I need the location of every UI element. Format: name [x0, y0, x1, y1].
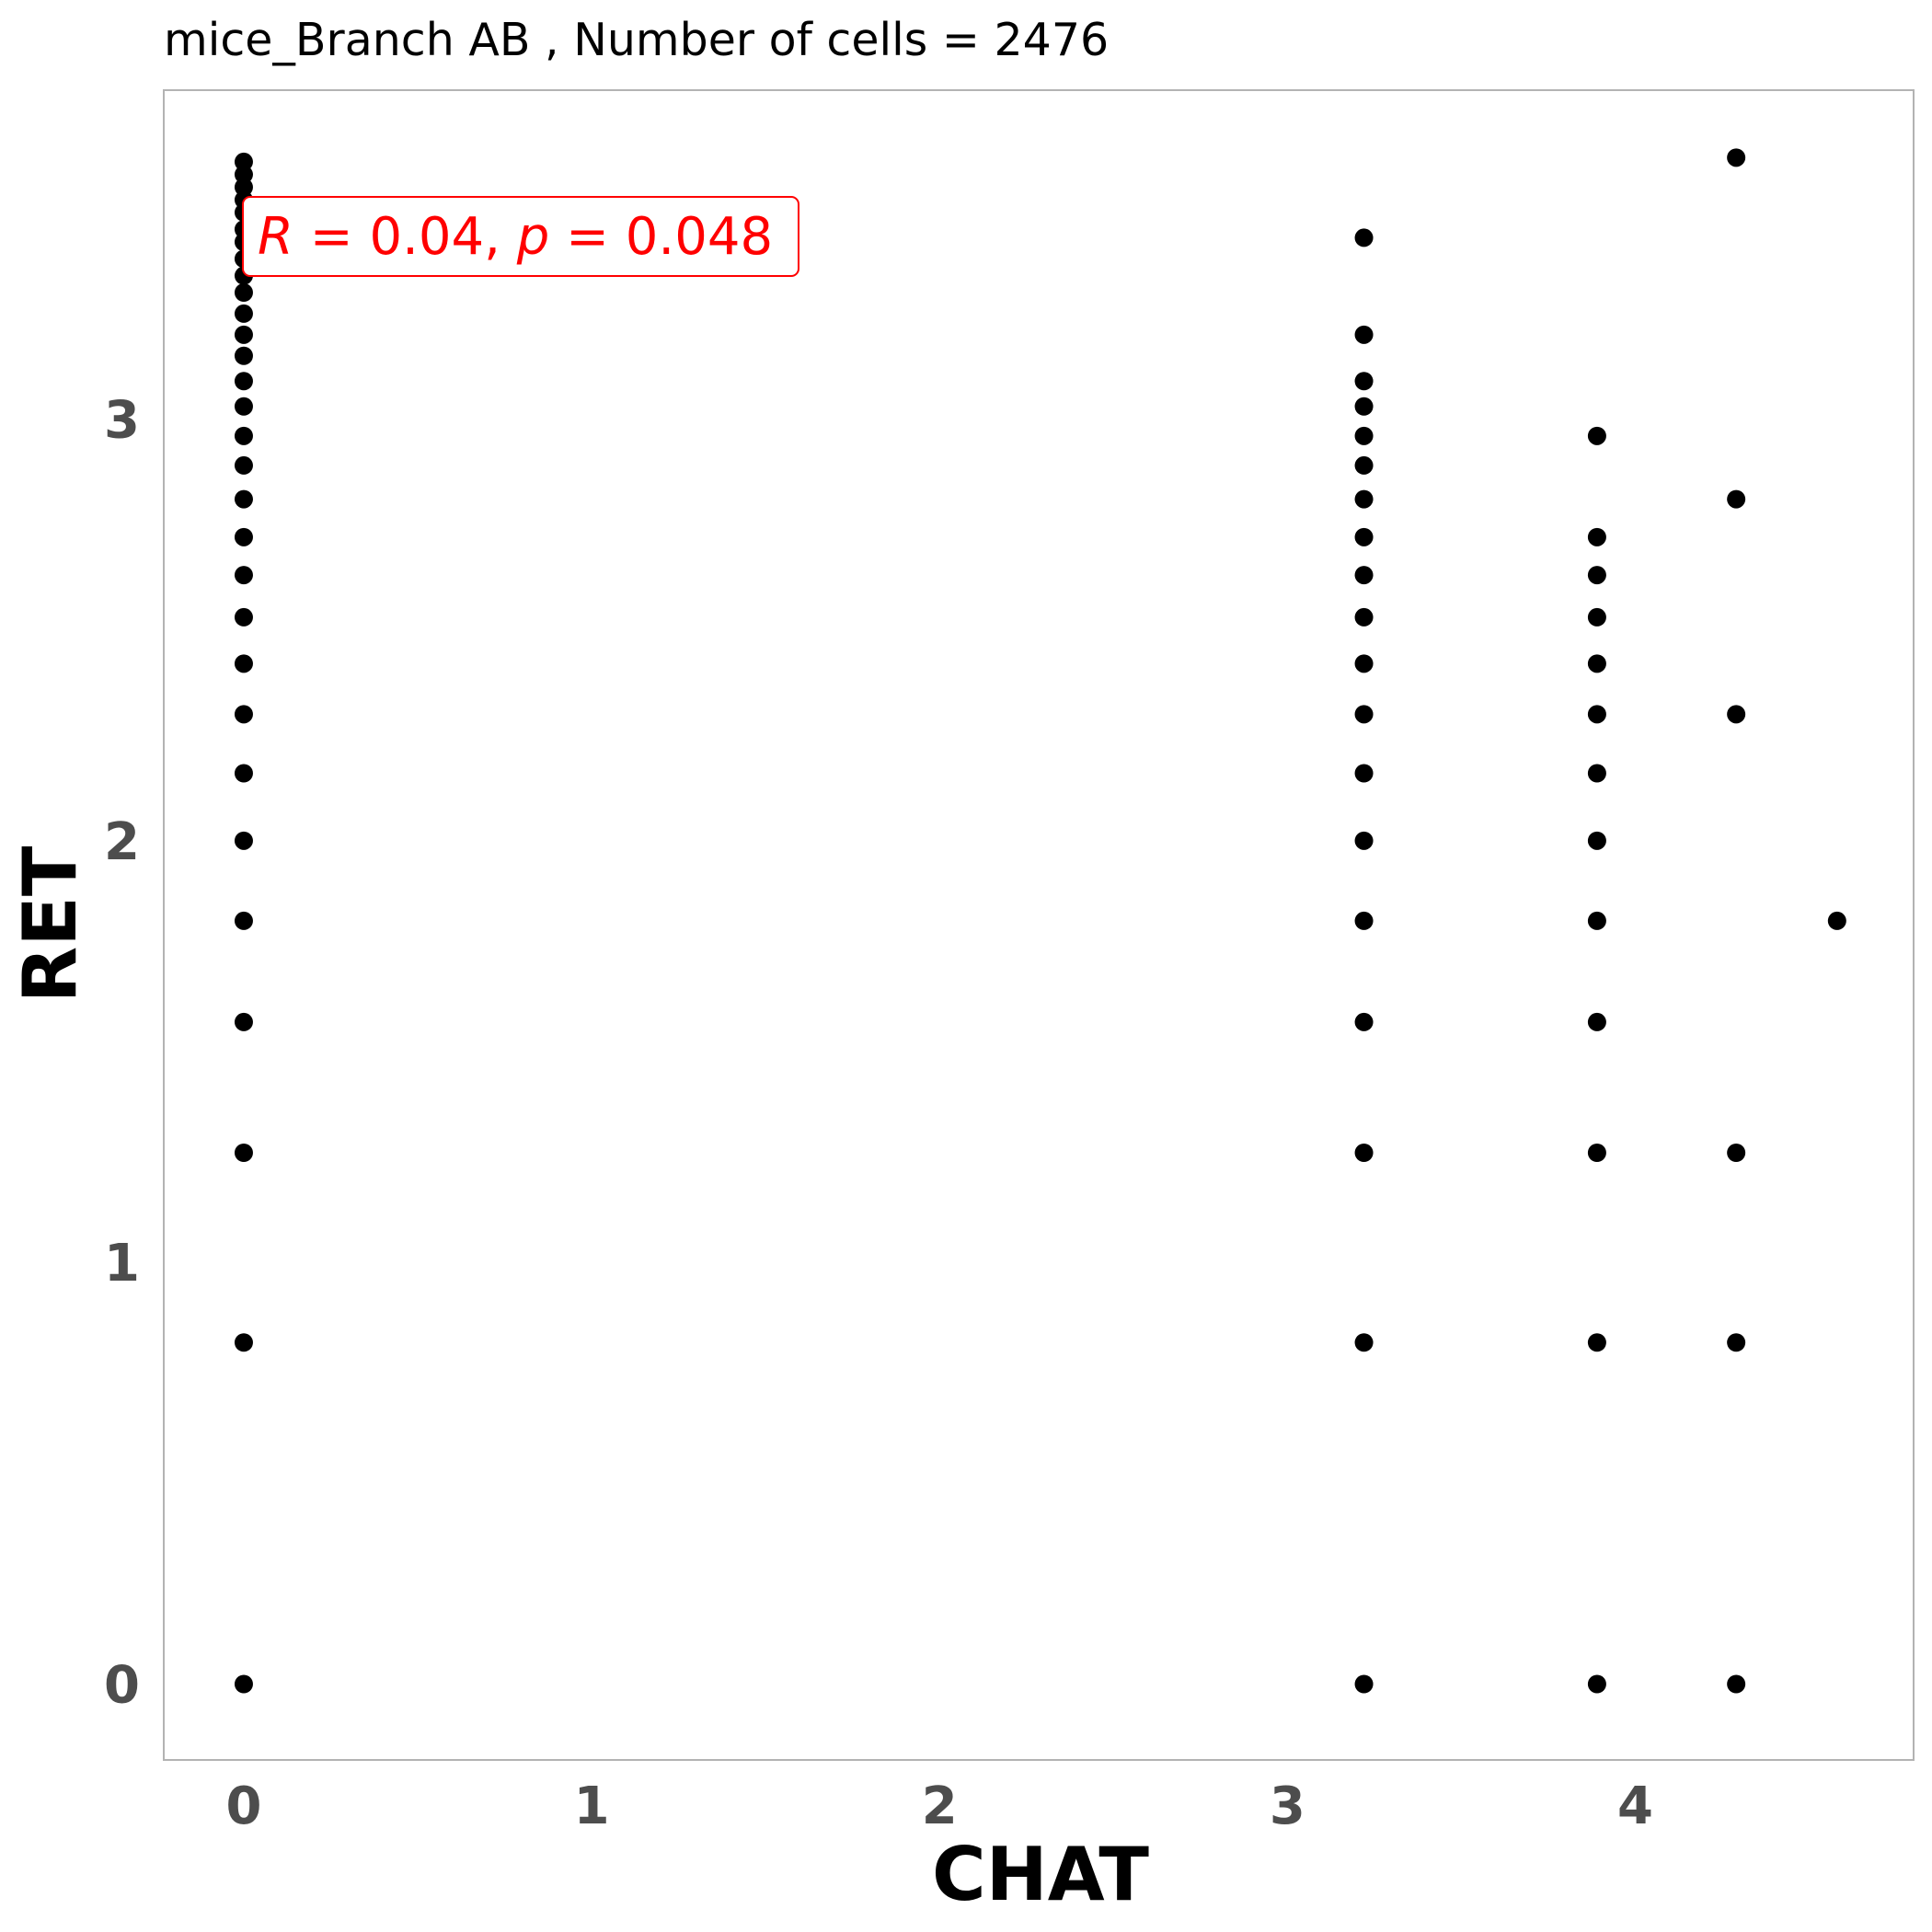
- annotation-box: [242, 196, 799, 277]
- data-point: [1354, 1674, 1374, 1694]
- data-point: [1727, 1674, 1746, 1694]
- y-axis-ticks: 0 1 2 3: [104, 391, 140, 1716]
- data-point: [1827, 911, 1846, 930]
- data-point: [1354, 325, 1374, 344]
- x-tick-label: 4: [1617, 1777, 1653, 1836]
- data-point: [234, 607, 253, 627]
- data-point: [1354, 489, 1374, 509]
- data-point: [1587, 566, 1606, 585]
- data-point: [1354, 1333, 1374, 1352]
- data-point: [234, 325, 253, 344]
- data-point: [1354, 397, 1374, 416]
- annotation-part: R: [258, 207, 293, 267]
- data-point: [234, 566, 253, 585]
- data-point: [1354, 455, 1374, 475]
- plot-area: [163, 89, 1915, 1761]
- annotation-part: = 0.048: [549, 207, 773, 267]
- data-point: [1587, 426, 1606, 445]
- data-point: [1587, 1144, 1606, 1162]
- data-point: [234, 527, 253, 546]
- x-tick-label: 1: [574, 1777, 610, 1836]
- x-tick-label: 2: [922, 1777, 958, 1836]
- data-point: [1587, 911, 1606, 930]
- x-tick-label: 0: [225, 1777, 261, 1836]
- data-point: [234, 1144, 253, 1162]
- data-point: [234, 764, 253, 783]
- y-tick-label: 0: [104, 1656, 140, 1716]
- data-point: [1587, 764, 1606, 783]
- data-point: [1354, 911, 1374, 930]
- data-point: [234, 283, 253, 302]
- data-point: [234, 455, 253, 475]
- annotation-part: = 0.04,: [293, 207, 517, 267]
- data-point: [1354, 654, 1374, 673]
- data-point: [234, 489, 253, 509]
- data-point: [234, 1012, 253, 1031]
- x-axis-title: CHAT: [932, 1832, 1149, 1917]
- data-point: [1354, 372, 1374, 391]
- data-point: [1354, 527, 1374, 546]
- annotation-text: R = 0.04, p = 0.048: [258, 207, 773, 267]
- data-point: [234, 346, 253, 365]
- y-tick-label: 1: [104, 1234, 140, 1294]
- data-point: [234, 372, 253, 391]
- data-point: [1727, 705, 1746, 724]
- data-point: [1354, 1012, 1374, 1031]
- data-point: [1587, 527, 1606, 546]
- data-point: [234, 152, 253, 171]
- data-point: [1727, 1333, 1746, 1352]
- data-point: [234, 654, 253, 673]
- y-tick-label: 2: [104, 812, 140, 872]
- data-point: [234, 705, 253, 724]
- correlation-annotation: R = 0.04, p = 0.048: [242, 196, 799, 277]
- data-point: [234, 397, 253, 416]
- data-point: [1354, 705, 1374, 724]
- chart-title: mice_Branch AB , Number of cells = 2476: [164, 14, 1109, 66]
- data-point: [234, 1333, 253, 1352]
- data-point: [1354, 228, 1374, 247]
- data-point: [1727, 1144, 1746, 1162]
- data-point: [234, 304, 253, 323]
- data-point: [234, 911, 253, 930]
- data-point: [234, 178, 253, 197]
- data-point: [1587, 607, 1606, 627]
- data-point: [1587, 1012, 1606, 1031]
- data-point: [1354, 831, 1374, 850]
- data-point: [234, 165, 253, 184]
- data-point: [1587, 1674, 1606, 1694]
- data-point: [1354, 566, 1374, 585]
- data-point: [1587, 831, 1606, 850]
- x-axis-ticks: 0 1 2 3 4: [225, 1777, 1652, 1836]
- data-point: [234, 1674, 253, 1694]
- data-point: [1354, 1144, 1374, 1162]
- data-point: [1587, 654, 1606, 673]
- data-point: [234, 426, 253, 445]
- data-point: [1354, 607, 1374, 627]
- y-axis-title: RET: [7, 845, 93, 1003]
- data-point: [1727, 148, 1746, 167]
- data-point: [1587, 705, 1606, 724]
- data-point: [1727, 489, 1746, 509]
- annotation-part: p: [516, 207, 550, 267]
- x-tick-label: 3: [1270, 1777, 1305, 1836]
- data-point: [1354, 426, 1374, 445]
- data-point: [1587, 1333, 1606, 1352]
- data-point: [1354, 764, 1374, 783]
- data-points: [234, 148, 1846, 1694]
- data-point: [234, 831, 253, 850]
- y-tick-label: 3: [104, 391, 140, 451]
